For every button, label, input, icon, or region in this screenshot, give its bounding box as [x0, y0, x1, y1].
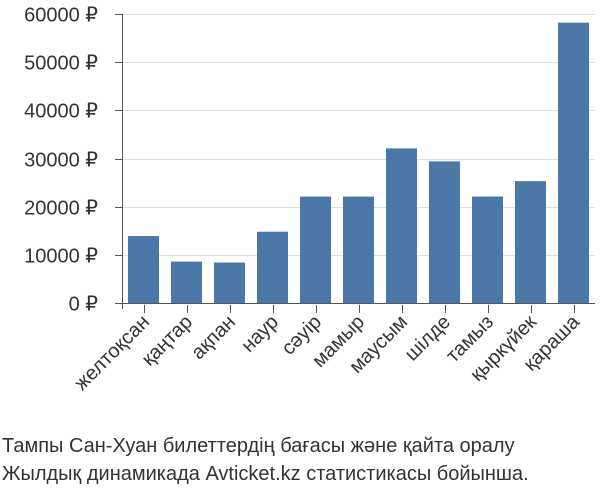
- y-tick-label: 0 ₽: [69, 294, 99, 316]
- bar: [257, 231, 288, 303]
- bar: [300, 196, 331, 303]
- y-tick-label: 50000 ₽: [24, 53, 98, 75]
- bar: [386, 148, 417, 303]
- y-tick-label: 10000 ₽: [24, 246, 98, 268]
- caption-line-2: Жылдық динамикада Avticket.kz статистика…: [2, 463, 529, 485]
- y-tick-labels: 0 ₽ 10000 ₽ 20000 ₽ 30000 ₽ 40000 ₽ 50000 ₽ 60…: [24, 5, 98, 316]
- y-tick-label: 20000 ₽: [24, 198, 98, 220]
- chart-caption: Тампы Сан-Хуан билеттердің бағасы және қ…: [2, 432, 600, 488]
- y-tick-label: 60000 ₽: [24, 5, 98, 27]
- bar: [472, 196, 503, 303]
- y-tick-label: 30000 ₽: [24, 150, 98, 172]
- x-tick-label: наур: [237, 311, 283, 357]
- bars: [128, 22, 589, 303]
- bar: [214, 262, 245, 303]
- bar: [515, 181, 546, 303]
- caption-line-1: Тампы Сан-Хуан билеттердің бағасы және қ…: [2, 435, 515, 457]
- bar: [171, 261, 202, 303]
- bar: [429, 161, 460, 303]
- price-bar-chart: 0 ₽ 10000 ₽ 20000 ₽ 30000 ₽ 40000 ₽ 50000 ₽ 60…: [24, 5, 595, 395]
- bar: [128, 236, 159, 303]
- axes: [115, 14, 595, 313]
- x-tick-label: ақпан: [187, 311, 240, 364]
- bar: [558, 22, 589, 303]
- x-tick-labels: желтоқсанқаңтарақпаннаурсәуірмамырмаусым…: [70, 310, 584, 394]
- y-tick-label: 40000 ₽: [24, 101, 98, 123]
- bar: [343, 196, 374, 303]
